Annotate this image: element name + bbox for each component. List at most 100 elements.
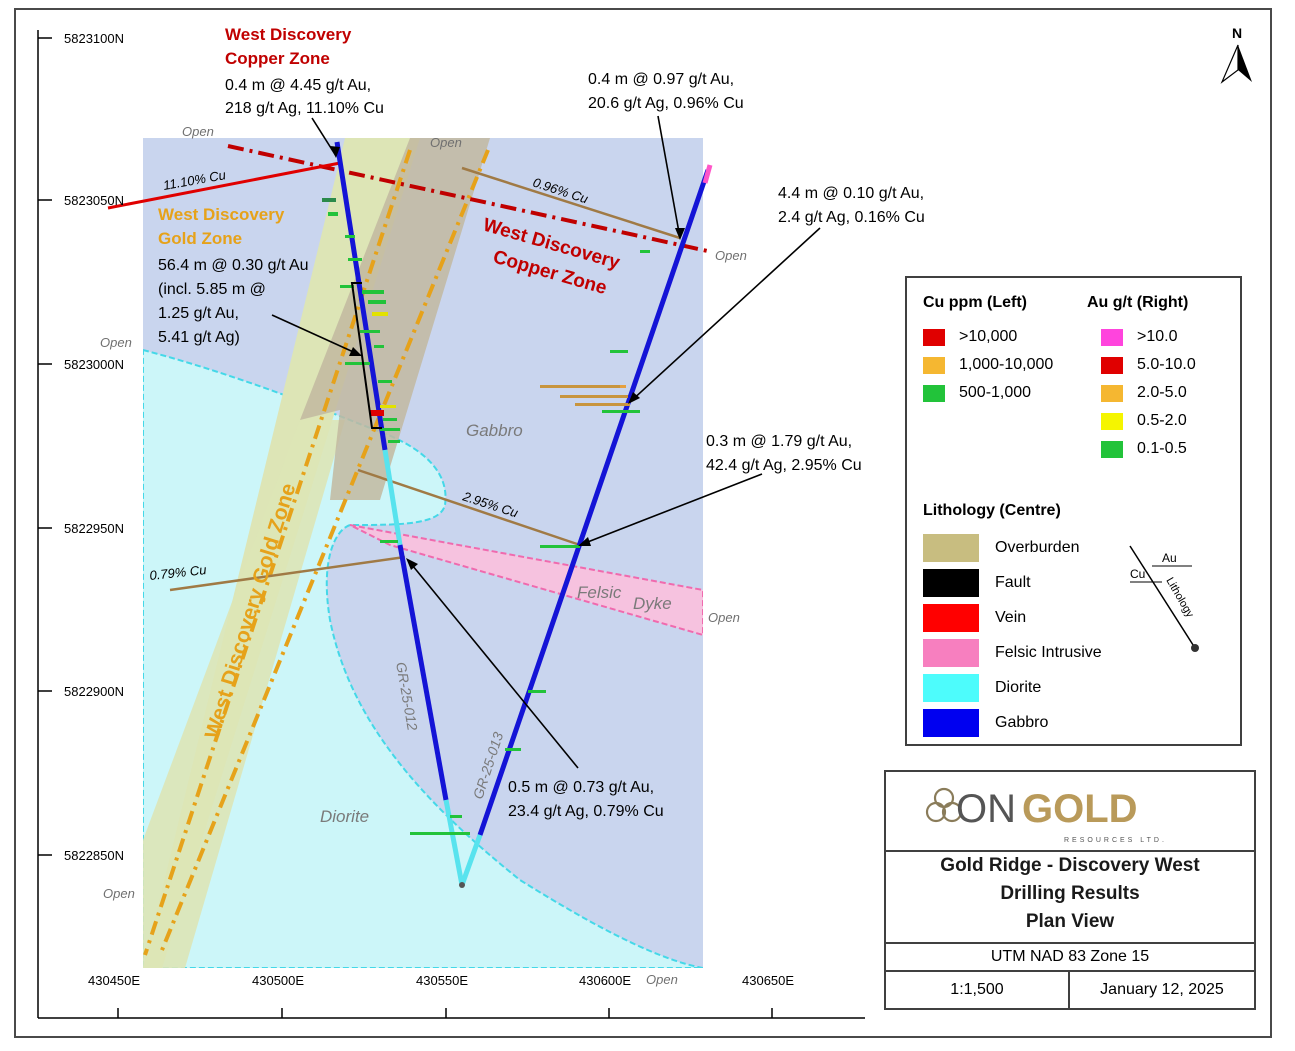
legend-litho-label: Fault — [995, 574, 1031, 591]
gabbro-label: Gabbro — [466, 421, 523, 440]
assay-bars — [322, 198, 650, 835]
drillhole-end-marker — [459, 882, 465, 888]
legend-cu-label: >10,000 — [959, 328, 1018, 345]
callout-gold-zone-title: West Discovery — [158, 205, 285, 224]
callout-intercept-6: 0.5 m @ 0.73 g/t Au, — [508, 779, 654, 796]
legend-au-label: 0.1-0.5 — [1137, 440, 1187, 457]
logo-sub-text: RESOURCES LTD. — [1064, 837, 1167, 844]
legend-au-item: 2.0-5.0 — [1101, 384, 1187, 402]
legend-diagram-litho: Lithology — [1163, 576, 1196, 621]
legend-litho-item: Overburden — [923, 534, 1080, 562]
easting-label: 430600E — [579, 973, 631, 988]
dyke-label: Dyke — [633, 594, 672, 613]
north-arrow-icon-fill — [1238, 45, 1252, 82]
drillhole-gr-25-012-gabbro — [334, 141, 388, 451]
logo-trefoil-icon — [925, 787, 963, 823]
callout-arrow-2 — [657, 115, 681, 239]
north-arrow-icon — [1220, 44, 1239, 84]
callout-copper-zone-title: Copper Zone — [225, 49, 330, 68]
legend-litho-item: Diorite — [923, 674, 1041, 702]
legend-litho-label: Vein — [995, 609, 1027, 626]
legend-litho-label: Gabbro — [995, 714, 1049, 731]
callout-intercept-4: 5.41 g/t Ag) — [158, 329, 240, 346]
cu-trace-1 — [107, 161, 341, 210]
northing-label: 5822900N — [64, 684, 124, 699]
map-legend: Cu ppm (Left) Au g/t (Right) >10,000 1,00… — [905, 276, 1242, 746]
legend-au-swatch — [1101, 384, 1123, 402]
overburden-zone — [300, 138, 490, 500]
legend-diagram-cu: Cu — [1130, 567, 1145, 581]
legend-hole-diagram: Au Cu Lithology — [1129, 545, 1199, 652]
legend-au-title: Au g/t (Right) — [1087, 294, 1189, 311]
title-block: ON GOLD RESOURCES LTD. Gold Ridge - Disc… — [884, 770, 1256, 1010]
north-arrow-label: N — [1232, 25, 1242, 41]
open-label: Open — [708, 610, 740, 625]
easting-label: 430450E — [88, 973, 140, 988]
legend-cu-item: 500-1,000 — [923, 384, 1031, 402]
legend-cu-label: 500-1,000 — [959, 384, 1032, 401]
date-label: January 12, 2025 — [1100, 981, 1224, 998]
cu-trace-3 — [357, 468, 581, 547]
open-label: Open — [103, 886, 135, 901]
logo-graphic: ON GOLD RESOURCES LTD. — [925, 787, 1167, 844]
map-title: Gold Ridge - Discovery West Drilling Res… — [886, 852, 1254, 944]
legend-au-item: 0.1-0.5 — [1101, 440, 1187, 458]
legend-au-swatch — [1101, 412, 1123, 430]
open-label: Open — [715, 248, 747, 263]
northing-label: 5823000N — [64, 357, 124, 372]
company-logo: ON GOLD RESOURCES LTD. — [886, 772, 1254, 852]
legend-au-item: 0.5-2.0 — [1101, 412, 1187, 430]
felsic-label: Felsic — [577, 583, 622, 602]
legend-au-swatch — [1101, 356, 1123, 374]
callout-arrowhead — [406, 558, 418, 570]
callout-arrowhead — [628, 392, 640, 404]
callout-arrowhead — [675, 228, 685, 240]
callout-intercept-1: 0.4 m @ 4.45 g/t Au, — [225, 77, 371, 94]
legend-litho-title: Lithology (Centre) — [923, 502, 1061, 519]
open-label: Open — [646, 972, 678, 987]
gold-zone-band-lower — [143, 420, 345, 968]
legend-au-label: 5.0-10.0 — [1137, 356, 1196, 373]
callout-arrow-3 — [629, 227, 821, 403]
callout-intercept-2: 0.4 m @ 0.97 g/t Au, — [588, 71, 734, 88]
legend-au-item: 5.0-10.0 — [1101, 356, 1196, 374]
legend-au-label: 2.0-5.0 — [1137, 384, 1187, 401]
legend-litho-item: Vein — [923, 604, 1026, 632]
projection-label: UTM NAD 83 Zone 15 — [886, 944, 1254, 972]
callout-arrow-5 — [579, 473, 763, 546]
callout-intercept-6: 23.4 g/t Ag, 0.79% Cu — [508, 803, 664, 820]
drillhole-gr-25-012-lower — [397, 544, 449, 801]
legend-diagram-au: Au — [1162, 551, 1177, 565]
cu-trace-2 — [461, 166, 681, 240]
open-label: Open — [182, 124, 214, 139]
callout-arrow-4 — [271, 314, 361, 356]
drillhole-gr-25-012-end — [443, 799, 465, 886]
open-label: Open — [100, 335, 132, 350]
legend-cu-swatch — [923, 328, 945, 346]
title-line-2: Drilling Results — [1000, 883, 1140, 904]
legend-litho-label: Diorite — [995, 679, 1042, 696]
drillhole-collar-pink — [702, 164, 713, 184]
legend-litho-label: Overburden — [995, 539, 1080, 556]
legend-litho-swatch — [923, 639, 979, 667]
legend-cu-item: >10,000 — [923, 328, 1017, 346]
callout-intercept-5: 0.3 m @ 1.79 g/t Au, — [706, 433, 852, 450]
callout-arrow-6 — [407, 559, 579, 769]
diorite-label: Diorite — [320, 807, 369, 826]
easting-label: 430550E — [416, 973, 468, 988]
legend-litho-item: Fault — [923, 569, 1031, 597]
drillhole-gr-25-013 — [477, 169, 711, 836]
fault-interval-bracket — [350, 282, 382, 429]
callout-arrowhead — [578, 537, 591, 546]
legend-litho-swatch — [923, 534, 979, 562]
callout-arrowhead — [349, 347, 362, 356]
title-line-3: Plan View — [1025, 911, 1115, 932]
title-line-1: Gold Ridge - Discovery West — [940, 855, 1200, 876]
open-label: Open — [430, 135, 462, 150]
callout-arrowhead — [330, 146, 340, 158]
callout-copper-zone-title: West Discovery — [225, 25, 352, 44]
cu-trace-4 — [169, 555, 406, 592]
legend-cu-item: 1,000-10,000 — [923, 356, 1053, 374]
callout-intercept-4: (incl. 5.85 m @ — [158, 281, 266, 298]
